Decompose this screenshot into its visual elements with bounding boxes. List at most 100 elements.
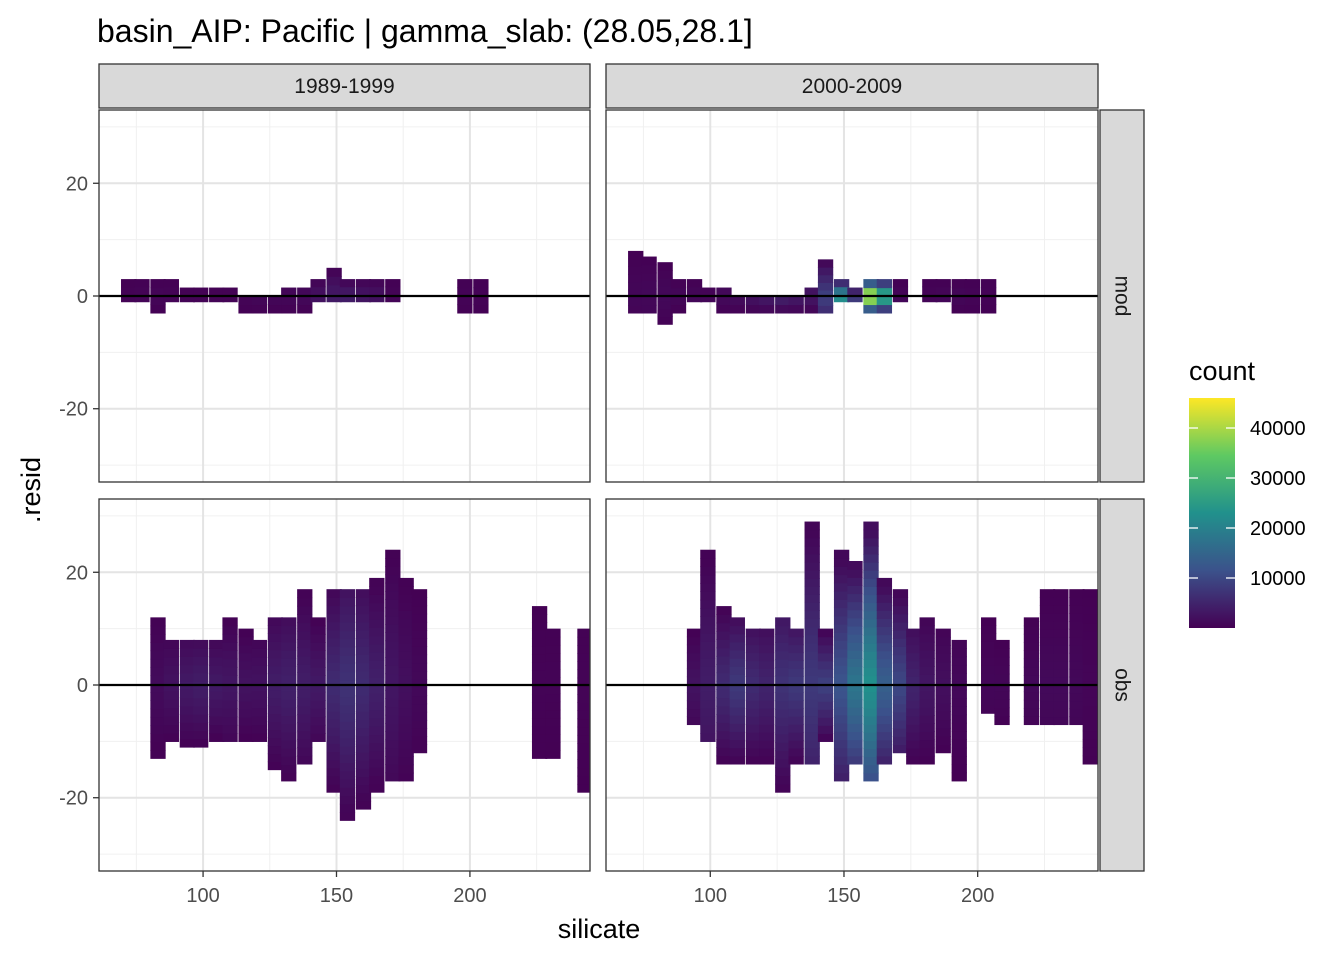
heatmap-bin (355, 686, 372, 696)
heatmap-bin (531, 734, 548, 743)
heatmap-bin (919, 682, 935, 692)
heatmap-bin (369, 619, 385, 628)
heatmap-bin (788, 692, 804, 701)
heatmap-bin (1039, 700, 1056, 710)
heatmap-bin (700, 733, 716, 742)
heatmap-bin (876, 626, 893, 636)
heatmap-bin (369, 775, 385, 785)
heatmap-bin (804, 578, 820, 587)
heatmap-bin (847, 634, 863, 643)
heatmap-bin (876, 296, 893, 306)
heatmap-bin (238, 644, 254, 654)
heatmap-bin (251, 673, 268, 683)
heatmap-bin (531, 654, 548, 663)
heatmap-bin (251, 665, 268, 675)
heatmap-bin (326, 621, 342, 631)
heatmap-bin (355, 784, 372, 794)
heatmap-bin (310, 716, 326, 726)
heatmap-bin (193, 672, 209, 682)
heatmap-bin (339, 663, 356, 673)
heatmap-bin (700, 624, 716, 634)
heatmap-bin (906, 708, 922, 717)
heatmap-bin (1069, 676, 1085, 686)
heatmap-bin (863, 756, 879, 766)
heatmap-bin (1082, 647, 1098, 657)
heatmap-bin (1082, 630, 1098, 640)
chart-title: basin_AIP: Pacific | gamma_slab: (28.05,… (97, 13, 753, 49)
heatmap-bin (745, 740, 762, 749)
y-tick-label: -20 (59, 399, 88, 421)
heatmap-bin (545, 636, 561, 646)
heatmap-bin (919, 723, 935, 732)
heatmap-bin (686, 684, 703, 694)
heatmap-bin (951, 689, 967, 699)
heatmap-bin (193, 738, 209, 748)
heatmap-bin (951, 706, 967, 716)
heatmap-bin (267, 753, 284, 763)
heatmap-bin (700, 566, 716, 576)
heatmap-bin (729, 304, 745, 314)
heatmap-bin (892, 736, 909, 746)
heatmap-bin (775, 758, 791, 768)
heatmap-bin (817, 725, 834, 734)
heatmap-bin (775, 675, 791, 685)
heatmap-bin (531, 686, 548, 695)
heatmap-bin (775, 767, 791, 777)
heatmap-bin (919, 649, 935, 659)
heatmap-bin (775, 700, 791, 710)
heatmap-bin (411, 605, 428, 615)
heatmap-bin (847, 682, 863, 692)
heatmap-bin (892, 589, 909, 598)
heatmap-bin (398, 715, 414, 725)
heatmap-bin (355, 768, 372, 778)
heatmap-bin (804, 545, 820, 555)
heatmap-bin (150, 708, 166, 718)
heatmap-bin (297, 672, 313, 682)
heatmap-bin (369, 594, 385, 604)
heatmap-bin (833, 714, 850, 724)
heatmap-bin (267, 713, 284, 723)
heatmap-bin (326, 645, 342, 655)
heatmap-bin (339, 646, 356, 656)
heatmap-bin (919, 698, 935, 708)
heatmap-bin (339, 737, 356, 747)
heatmap-bin (700, 674, 716, 684)
heatmap-bin (1069, 660, 1085, 670)
heatmap-bin (775, 617, 791, 627)
heatmap-bin (251, 296, 268, 306)
heatmap-bin (863, 296, 879, 306)
facet-strip-label: 2000-2009 (802, 75, 902, 98)
heatmap-bin (847, 666, 863, 676)
heatmap-bin (531, 670, 548, 679)
heatmap-bin (876, 610, 893, 619)
heatmap-bin (775, 642, 791, 652)
heatmap-bin (847, 707, 863, 716)
heatmap-bin (804, 675, 820, 684)
heatmap-bin (833, 681, 850, 691)
heatmap-bin (700, 294, 716, 303)
heatmap-bin (355, 735, 372, 745)
heatmap-bin (1069, 628, 1085, 638)
heatmap-bin (179, 697, 195, 707)
heatmap-bin (716, 672, 732, 682)
y-tick-label: 0 (77, 675, 88, 697)
heatmap-bin (657, 308, 673, 318)
heatmap-bin (179, 714, 195, 723)
heatmap-bin (804, 570, 820, 579)
heatmap-bin (1023, 691, 1040, 701)
heatmap-bin (326, 767, 342, 777)
heatmap-bin (876, 674, 893, 684)
heatmap-bin (310, 658, 326, 668)
heatmap-bin (700, 287, 716, 296)
heatmap-bin (193, 664, 209, 674)
heatmap-bin (788, 747, 804, 757)
heatmap-bin (326, 783, 342, 793)
heatmap-bin (1039, 652, 1056, 662)
heatmap-bin (326, 727, 342, 736)
heatmap-bin (817, 733, 834, 742)
heatmap-bin (163, 699, 179, 709)
heatmap-bin (209, 699, 225, 709)
heatmap-bin (981, 649, 997, 658)
heatmap-bin (1053, 708, 1069, 718)
heatmap-bin (398, 667, 414, 676)
